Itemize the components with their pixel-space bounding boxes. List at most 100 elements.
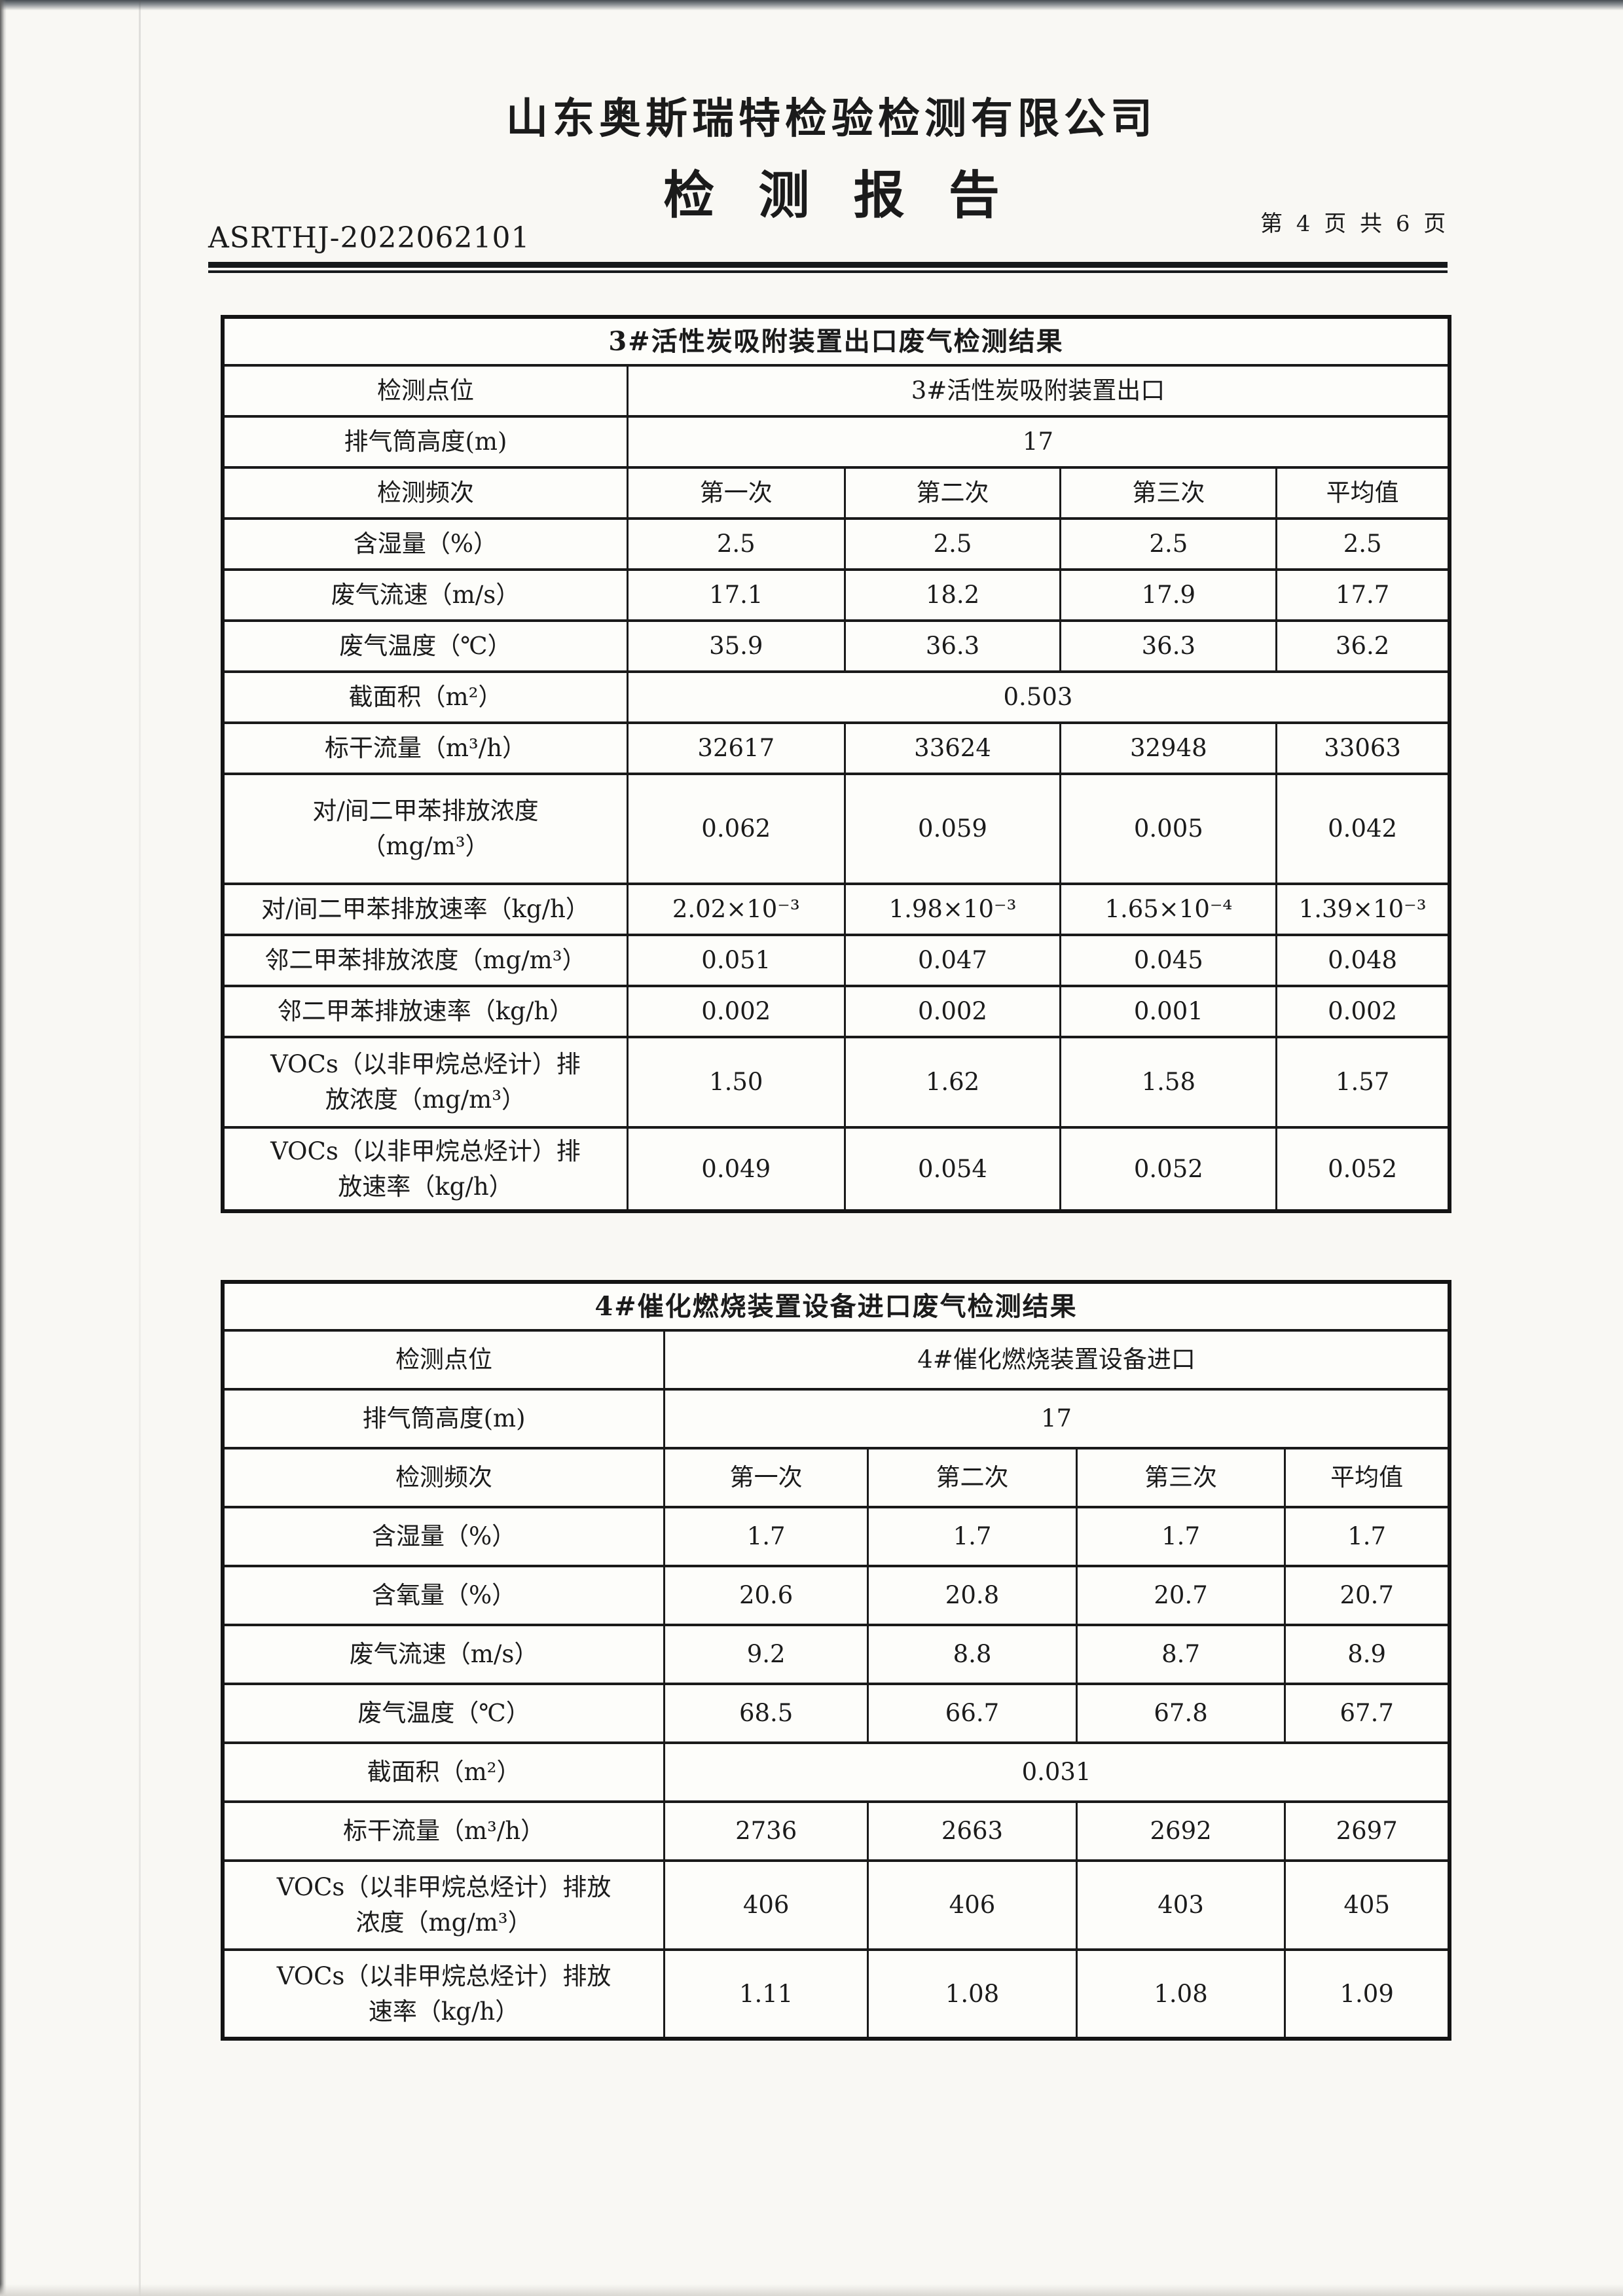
row-label: 排气筒高度(m) bbox=[221, 415, 629, 469]
value-cell: 68.5 bbox=[663, 1683, 869, 1744]
row-label: 含氧量（%） bbox=[221, 1565, 666, 1626]
value-cell: 1.7 bbox=[867, 1506, 1078, 1567]
area-value: 0.031 bbox=[663, 1741, 1451, 1803]
table-row: 含湿量（%） 2.5 2.5 2.5 2.5 bbox=[221, 517, 1451, 571]
value-cell: 0.047 bbox=[843, 934, 1062, 987]
value-cell: 0.002 bbox=[1275, 985, 1451, 1038]
value-cell: 0.049 bbox=[626, 1126, 846, 1212]
value-cell: 32948 bbox=[1059, 721, 1278, 775]
frequency-header-row: 检测频次 第一次 第二次 第三次 平均值 bbox=[221, 466, 1451, 520]
value-cell: 1.50 bbox=[626, 1036, 846, 1129]
row-label: 标干流量（m³/h） bbox=[221, 721, 629, 775]
value-cell: 406 bbox=[663, 1859, 869, 1951]
table-row: VOCs（以非甲烷总烃计）排放 速率（kg/h） 1.11 1.08 1.08 … bbox=[221, 1948, 1451, 2040]
value-cell: 1.08 bbox=[867, 1948, 1078, 2040]
header-rule-thin-line bbox=[208, 270, 1448, 273]
value-cell: 1.57 bbox=[1275, 1036, 1451, 1129]
table-row: 废气温度（℃） 35.9 36.3 36.3 36.2 bbox=[221, 619, 1451, 673]
row-label: 标干流量（m³/h） bbox=[221, 1800, 666, 1862]
value-cell: 0.002 bbox=[843, 985, 1062, 1038]
row-label: 废气温度（℃） bbox=[221, 1683, 666, 1744]
row-label: 检测点位 bbox=[221, 1329, 666, 1391]
row-label: 检测频次 bbox=[221, 1447, 666, 1508]
point-value: 3#活性炭吸附装置出口 bbox=[626, 364, 1451, 418]
value-cell: 17.1 bbox=[626, 568, 846, 622]
value-cell: 20.6 bbox=[663, 1565, 869, 1626]
report-code: ASRTHJ-2022062101 bbox=[208, 221, 530, 255]
row-label: VOCs（以非甲烷总烃计）排放 速率（kg/h） bbox=[221, 1948, 666, 2040]
table-row: 废气流速（m/s） 9.2 8.8 8.7 8.9 bbox=[221, 1624, 1451, 1685]
header-rule-thick-line bbox=[208, 262, 1448, 268]
row-label: VOCs（以非甲烷总烃计）排放 浓度（mg/m³） bbox=[221, 1859, 666, 1951]
row-label: 邻二甲苯排放速率（kg/h） bbox=[221, 985, 629, 1038]
value-cell: 2.5 bbox=[626, 517, 846, 571]
table-title: 3#活性炭吸附装置出口废气检测结果 bbox=[221, 316, 1451, 367]
value-cell: 8.9 bbox=[1284, 1624, 1451, 1685]
stack-height-value: 17 bbox=[626, 415, 1451, 469]
value-cell: 0.054 bbox=[843, 1126, 1062, 1212]
value-cell: 33063 bbox=[1275, 721, 1451, 775]
table-row: VOCs（以非甲烷总烃计）排 放速率（kg/h） 0.049 0.054 0.0… bbox=[221, 1126, 1451, 1212]
value-cell: 1.65×10⁻⁴ bbox=[1059, 883, 1278, 936]
table-row: VOCs（以非甲烷总烃计）排 放浓度（mg/m³） 1.50 1.62 1.58… bbox=[221, 1036, 1451, 1129]
value-cell: 0.051 bbox=[626, 934, 846, 987]
page-number: 第 4 页 共 6 页 bbox=[1260, 211, 1450, 237]
area-value: 0.503 bbox=[626, 670, 1451, 724]
value-cell: 0.001 bbox=[1059, 985, 1278, 1038]
value-cell: 0.052 bbox=[1275, 1126, 1451, 1212]
value-cell: 67.7 bbox=[1284, 1683, 1451, 1744]
value-cell: 9.2 bbox=[663, 1624, 869, 1685]
value-cell: 1.62 bbox=[843, 1036, 1062, 1129]
value-cell: 2.5 bbox=[1059, 517, 1278, 571]
value-cell: 403 bbox=[1075, 1859, 1286, 1951]
table-row: 含湿量（%） 1.7 1.7 1.7 1.7 bbox=[221, 1506, 1451, 1567]
scan-bottom-edge-shadow bbox=[0, 2284, 1623, 2296]
row-label: 检测点位 bbox=[221, 364, 629, 418]
freq-col-header: 第三次 bbox=[1059, 466, 1278, 520]
row-label: 截面积（m²） bbox=[221, 670, 629, 724]
value-cell: 2697 bbox=[1284, 1800, 1451, 1862]
value-cell: 2.02×10⁻³ bbox=[626, 883, 846, 936]
table-row: 检测点位 3#活性炭吸附装置出口 bbox=[221, 364, 1451, 418]
value-cell: 2692 bbox=[1075, 1800, 1286, 1862]
table-title-row: 3#活性炭吸附装置出口废气检测结果 bbox=[221, 316, 1451, 367]
value-cell: 17.7 bbox=[1275, 568, 1451, 622]
table-row: VOCs（以非甲烷总烃计）排放 浓度（mg/m³） 406 406 403 40… bbox=[221, 1859, 1451, 1951]
row-label: 检测频次 bbox=[221, 466, 629, 520]
table-row: 含氧量（%） 20.6 20.8 20.7 20.7 bbox=[221, 1565, 1451, 1626]
value-cell: 2.5 bbox=[843, 517, 1062, 571]
table-row: 邻二甲苯排放速率（kg/h） 0.002 0.002 0.001 0.002 bbox=[221, 985, 1451, 1038]
company-name: 山东奥斯瑞特检验检测有限公司 bbox=[506, 95, 1157, 143]
row-label: 截面积（m²） bbox=[221, 1741, 666, 1803]
freq-col-header: 平均值 bbox=[1275, 466, 1451, 520]
row-label: VOCs（以非甲烷总烃计）排 放浓度（mg/m³） bbox=[221, 1036, 629, 1129]
value-cell: 20.7 bbox=[1075, 1565, 1286, 1626]
table-row: 邻二甲苯排放浓度（mg/m³） 0.051 0.047 0.045 0.048 bbox=[221, 934, 1451, 987]
value-cell: 8.8 bbox=[867, 1624, 1078, 1685]
table-title-row: 4#催化燃烧装置设备进口废气检测结果 bbox=[221, 1281, 1451, 1332]
value-cell: 17.9 bbox=[1059, 568, 1278, 622]
value-cell: 66.7 bbox=[867, 1683, 1078, 1744]
value-cell: 0.042 bbox=[1275, 773, 1451, 885]
value-cell: 1.7 bbox=[663, 1506, 869, 1567]
freq-col-header: 第一次 bbox=[626, 466, 846, 520]
value-cell: 18.2 bbox=[843, 568, 1062, 622]
table-row: 对/间二甲苯排放浓度 （mg/m³） 0.062 0.059 0.005 0.0… bbox=[221, 773, 1451, 885]
value-cell: 0.002 bbox=[626, 985, 846, 1038]
value-cell: 33624 bbox=[843, 721, 1062, 775]
table-row: 废气流速（m/s） 17.1 18.2 17.9 17.7 bbox=[221, 568, 1451, 622]
value-cell: 406 bbox=[867, 1859, 1078, 1951]
value-cell: 0.005 bbox=[1059, 773, 1278, 885]
value-cell: 1.7 bbox=[1075, 1506, 1286, 1567]
table-row: 截面积（m²） 0.031 bbox=[221, 1741, 1451, 1803]
scan-fold-crease bbox=[139, 0, 141, 2296]
value-cell: 1.11 bbox=[663, 1948, 869, 2040]
row-label: VOCs（以非甲烷总烃计）排 放速率（kg/h） bbox=[221, 1126, 629, 1212]
value-cell: 1.39×10⁻³ bbox=[1275, 883, 1451, 936]
value-cell: 8.7 bbox=[1075, 1624, 1286, 1685]
freq-col-header: 第一次 bbox=[663, 1447, 869, 1508]
point-value: 4#催化燃烧装置设备进口 bbox=[663, 1329, 1451, 1391]
value-cell: 2663 bbox=[867, 1800, 1078, 1862]
table-row: 对/间二甲苯排放速率（kg/h） 2.02×10⁻³ 1.98×10⁻³ 1.6… bbox=[221, 883, 1451, 936]
row-label: 对/间二甲苯排放速率（kg/h） bbox=[221, 883, 629, 936]
